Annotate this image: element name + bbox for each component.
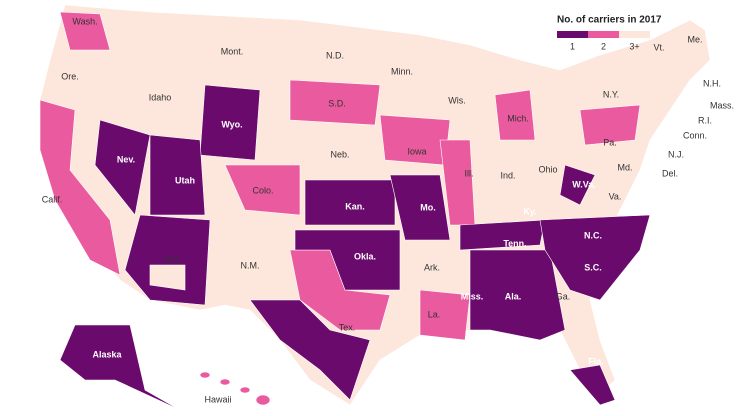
- region: [569, 364, 616, 406]
- state-label: Miss.: [461, 291, 484, 301]
- state-label: Va.: [609, 191, 622, 201]
- state-label: Wis.: [448, 95, 466, 105]
- state-label: N.H.: [703, 78, 721, 88]
- state-label: N.C.: [584, 230, 602, 240]
- region: [289, 79, 381, 126]
- state-label: Tenn.: [503, 238, 526, 248]
- state-label: Wyo.: [221, 119, 242, 129]
- legend-title: No. of carriers in 2017: [557, 15, 662, 26]
- state-label: Mo.: [420, 202, 436, 212]
- region: [494, 89, 536, 141]
- state-label: Wash.: [72, 16, 97, 26]
- state-label: Minn.: [391, 66, 413, 76]
- legend-swatch: [619, 31, 650, 38]
- state-label: Colo.: [252, 185, 273, 195]
- state-label: N.M.: [241, 260, 260, 270]
- region: [124, 214, 211, 306]
- region: [224, 164, 301, 216]
- state-label: Ind.: [500, 170, 515, 180]
- state-label: Nev.: [117, 154, 135, 164]
- regions: [39, 4, 711, 411]
- state-label: Idaho: [149, 92, 172, 102]
- state-label: Okla.: [354, 251, 376, 261]
- state-label: Neb.: [330, 149, 349, 159]
- state-label: Fla.: [588, 356, 604, 366]
- state-label: Del.: [662, 168, 678, 178]
- region: [59, 11, 111, 51]
- island: [199, 371, 211, 379]
- region: [199, 84, 261, 161]
- state-label: S.D.: [328, 98, 346, 108]
- state-label: La.: [428, 309, 441, 319]
- state-label: N.Y.: [603, 89, 619, 99]
- island: [219, 378, 231, 386]
- state-label: S.C.: [584, 262, 602, 272]
- region: [304, 179, 396, 226]
- legend-swatch: [557, 31, 588, 38]
- state-labels: Wash. Mont. N.D. Minn. Ore. Idaho S.D. W…: [42, 16, 734, 404]
- region: [559, 164, 596, 206]
- region: [94, 119, 151, 216]
- island: [239, 386, 251, 394]
- state-label: N.J.: [668, 149, 684, 159]
- state-label: Ill.: [465, 168, 474, 178]
- state-label: Kan.: [345, 201, 365, 211]
- state-label: Mich.: [507, 113, 529, 123]
- state-label: Mass.: [710, 100, 734, 110]
- state-label: Ga.: [556, 291, 571, 301]
- island: [255, 394, 271, 406]
- region: [249, 299, 371, 401]
- region: [389, 174, 451, 241]
- state-label: Ohio: [538, 164, 557, 174]
- state-label: Ark.: [424, 262, 440, 272]
- legend: No. of carriers in 2017 1 2 3+: [557, 15, 662, 51]
- state-label: W.Va.: [572, 179, 596, 189]
- region: [149, 264, 186, 291]
- state-label: Conn.: [683, 130, 707, 140]
- region: [539, 214, 651, 301]
- state-label: Calif.: [42, 194, 63, 204]
- state-label: Alaska: [92, 349, 122, 359]
- state-label: Md.: [617, 162, 632, 172]
- state-label: Mont.: [221, 46, 244, 56]
- state-label: Pa.: [603, 137, 617, 147]
- state-label: Utah: [175, 175, 195, 185]
- region: [419, 289, 471, 341]
- region: [379, 114, 451, 166]
- state-label: N.D.: [326, 50, 344, 60]
- state-label: Vt.: [653, 42, 664, 52]
- state-label: R.I.: [698, 115, 712, 125]
- legend-label: 2: [601, 41, 606, 51]
- state-label: Ore.: [61, 71, 79, 81]
- legend-swatch: [588, 31, 619, 38]
- region: [59, 324, 181, 411]
- state-label: Hawaii: [204, 394, 231, 404]
- region: [579, 104, 641, 146]
- region: [294, 229, 401, 291]
- state-label: Ala.: [505, 291, 522, 301]
- state-label: Iowa: [407, 146, 426, 156]
- region: [149, 134, 206, 216]
- state-label: Ariz.: [164, 254, 182, 264]
- region: [39, 99, 121, 276]
- state-label: Tex.: [339, 322, 356, 332]
- state-label: Ky.: [523, 206, 536, 216]
- state-label: Me.: [687, 34, 702, 44]
- region: [459, 219, 546, 251]
- legend-label: 1: [570, 41, 575, 51]
- legend-label: 3+: [629, 41, 639, 51]
